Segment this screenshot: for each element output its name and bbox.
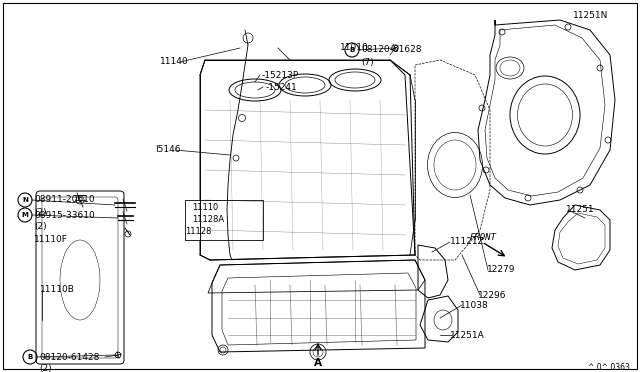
Text: 11251A: 11251A bbox=[450, 330, 484, 340]
Bar bbox=[185, 200, 263, 240]
Text: 11110F: 11110F bbox=[34, 234, 68, 244]
Text: 08915-33610: 08915-33610 bbox=[34, 211, 95, 219]
Text: FRONT: FRONT bbox=[470, 234, 497, 243]
Text: I5146: I5146 bbox=[155, 145, 180, 154]
Text: 11010: 11010 bbox=[340, 44, 369, 52]
Text: (2): (2) bbox=[39, 365, 52, 372]
Text: 11038: 11038 bbox=[460, 301, 489, 310]
Text: 11110: 11110 bbox=[192, 203, 218, 212]
Text: 11128: 11128 bbox=[185, 228, 211, 237]
Text: 12279: 12279 bbox=[487, 266, 515, 275]
Text: M: M bbox=[22, 212, 28, 218]
Text: A: A bbox=[314, 358, 322, 368]
Text: 12296: 12296 bbox=[478, 291, 506, 299]
Text: 11251N: 11251N bbox=[573, 10, 609, 19]
Text: 08911-20610: 08911-20610 bbox=[34, 196, 95, 205]
Text: 11128A: 11128A bbox=[192, 215, 224, 224]
Text: 11251: 11251 bbox=[566, 205, 595, 215]
Text: 11110B: 11110B bbox=[40, 285, 75, 295]
Text: -15213P: -15213P bbox=[262, 71, 300, 80]
Text: N: N bbox=[22, 197, 28, 203]
Text: (7): (7) bbox=[361, 58, 374, 67]
Text: 08120-61628: 08120-61628 bbox=[361, 45, 422, 55]
Text: (2): (2) bbox=[34, 208, 47, 217]
Text: 08120-61428: 08120-61428 bbox=[39, 353, 99, 362]
Text: ^ 0^ 0363: ^ 0^ 0363 bbox=[588, 363, 630, 372]
Text: (2): (2) bbox=[34, 222, 47, 231]
Text: -15241: -15241 bbox=[266, 83, 298, 92]
Text: 11121Z: 11121Z bbox=[450, 237, 484, 247]
Text: B: B bbox=[349, 47, 355, 53]
Text: 11140: 11140 bbox=[160, 58, 189, 67]
Text: B: B bbox=[28, 354, 33, 360]
